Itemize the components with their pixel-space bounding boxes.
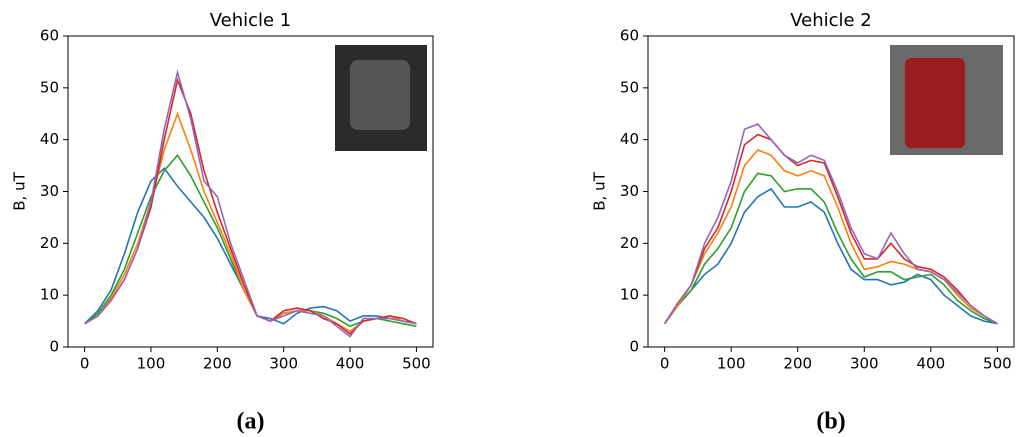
x-tick-label: 400	[916, 355, 945, 373]
x-tick-label: 500	[402, 355, 431, 373]
y-tick-label: 10	[40, 286, 59, 304]
chart: Vehicle 2 B, uT (b) 0 10 20 30 40 50 60 0 100 200 300…	[591, 10, 1015, 435]
y-axis-label: B, uT	[591, 171, 609, 210]
plot-frame	[67, 35, 434, 348]
vehicle-photo-car	[905, 58, 965, 148]
x-tick-label: 300	[269, 355, 298, 373]
vehicle-photo-car	[350, 60, 410, 130]
x-tick-label: 0	[660, 355, 670, 373]
y-axis-label: B, uT	[11, 171, 29, 210]
x-tick-label: 100	[717, 355, 746, 373]
y-tick-label: 30	[40, 182, 59, 200]
y-tick-label: 20	[620, 234, 639, 252]
data-line	[663, 123, 998, 325]
x-tick-label: 0	[80, 355, 90, 373]
x-tick-label: 500	[983, 355, 1012, 373]
y-tick-label: 30	[620, 182, 639, 200]
y-tick-label: 40	[40, 130, 59, 148]
y-tick-label: 60	[40, 27, 59, 45]
data-line	[663, 172, 998, 325]
chart-title: Vehicle 2	[790, 10, 872, 31]
y-tick-label: 50	[620, 78, 639, 96]
chart: Vehicle 1 B, uT (a) 0 10 20 30 40 50 60 0 100 200 300…	[11, 10, 434, 435]
y-tick-label: 0	[629, 338, 639, 356]
y-tick-label: 10	[620, 286, 639, 304]
data-line	[663, 133, 998, 325]
data-line	[663, 187, 998, 325]
y-tick-label: 20	[40, 234, 59, 252]
data-line	[84, 69, 417, 338]
x-tick-label: 200	[783, 355, 812, 373]
x-tick-label: 200	[203, 355, 232, 373]
x-tick-label: 300	[850, 355, 879, 373]
y-tick-label: 0	[49, 338, 59, 356]
chart-title: Vehicle 1	[210, 10, 292, 31]
y-tick-label: 60	[620, 27, 639, 45]
caption: (a)	[237, 409, 265, 435]
y-tick-label: 40	[620, 130, 639, 148]
caption: (b)	[816, 409, 845, 435]
x-tick-label: 100	[137, 355, 166, 373]
plot-frame	[647, 35, 1015, 348]
x-tick-label: 400	[336, 355, 365, 373]
y-tick-label: 50	[40, 78, 59, 96]
